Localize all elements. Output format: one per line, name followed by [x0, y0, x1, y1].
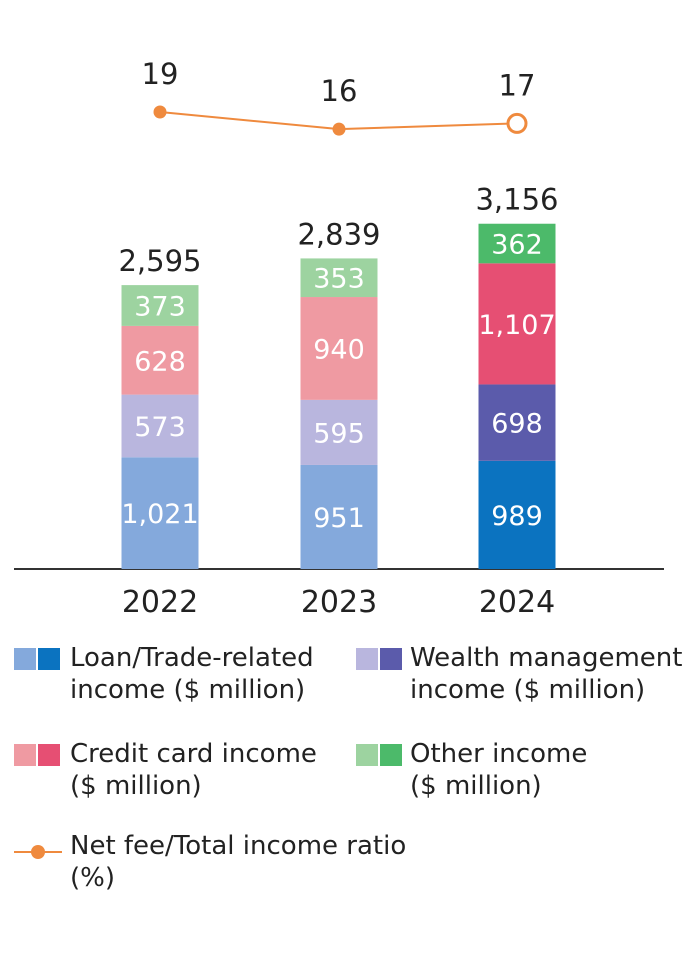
bar-value-label: 353	[313, 264, 365, 295]
legend-swatch-light	[356, 744, 378, 766]
legend-item-wealth-management: Wealth management income ($ million)	[356, 643, 696, 712]
ratio-point	[506, 112, 528, 134]
bar-total-label: 2,839	[297, 217, 380, 251]
ratio-label: 17	[499, 68, 536, 102]
bar-value-label: 1,107	[478, 310, 555, 341]
bar-segment-2022-3	[121, 285, 199, 326]
legend-label: Other income ($ million)	[410, 739, 588, 801]
legend-item-net-fee-ratio: Net fee/Total income ratio (%)	[14, 831, 454, 900]
ratio-label: 16	[321, 74, 358, 108]
legend-item-loan-trade: Loan/Trade-related income ($ million)	[14, 643, 344, 712]
x-tick-label: 2023	[301, 585, 377, 620]
bar-segment-2024-2	[478, 263, 556, 385]
bar-value-label: 940	[313, 334, 365, 365]
bar-value-label: 573	[134, 412, 186, 443]
bar-value-label: 628	[134, 346, 186, 377]
bar-segment-2023-1	[300, 399, 378, 465]
legend-item-other-income: Other income ($ million)	[356, 739, 686, 808]
stacked-bar-chart: 1,021 573 628 373 2,595 2022 951 595 940 353 2,839…	[14, 57, 664, 620]
legend-line-marker	[14, 845, 62, 859]
bar-value-label: 373	[134, 292, 186, 323]
legend-swatch-dark	[380, 744, 402, 766]
ratio-point	[153, 105, 167, 119]
legend-label: Net fee/Total income ratio (%)	[70, 831, 407, 893]
x-tick-label: 2024	[479, 585, 555, 620]
legend-item-credit-card: Credit card income ($ million)	[14, 739, 344, 808]
bar-total-label: 3,156	[475, 183, 558, 217]
bar-segment-2022-2	[121, 325, 199, 395]
legend-swatch-light	[356, 648, 378, 670]
bar-value-label: 989	[491, 501, 543, 532]
legend-swatch-dark	[38, 648, 60, 670]
legend-swatch-dark	[380, 648, 402, 670]
bar-value-label: 1,021	[121, 499, 198, 530]
bar-value-label: 698	[491, 409, 543, 440]
bar-total-label: 2,595	[118, 244, 201, 278]
bar-segment-2023-2	[300, 297, 378, 400]
legend-swatch-dark	[38, 744, 60, 766]
ratio-point	[332, 122, 346, 136]
ratio-label: 19	[142, 57, 179, 91]
bar-value-label: 951	[313, 503, 365, 534]
bar-segment-2023-3	[300, 258, 378, 298]
bar-segment-2022-0	[121, 457, 199, 569]
legend-label: Loan/Trade-related income ($ million)	[70, 643, 314, 705]
legend-label: Wealth management income ($ million)	[410, 643, 683, 705]
legend-label: Credit card income ($ million)	[70, 739, 317, 801]
bar-segment-2023-0	[300, 464, 378, 569]
x-tick-label: 2022	[122, 585, 198, 620]
bar-segment-2024-3	[478, 223, 556, 264]
bar-value-label: 595	[313, 418, 365, 449]
bar-segment-2024-0	[478, 460, 556, 569]
bar-segment-2024-1	[478, 384, 556, 461]
legend-swatch-light	[14, 744, 36, 766]
legend-swatch-light	[14, 648, 36, 670]
bar-value-label: 362	[491, 230, 543, 261]
bar-segment-2022-1	[121, 394, 199, 458]
